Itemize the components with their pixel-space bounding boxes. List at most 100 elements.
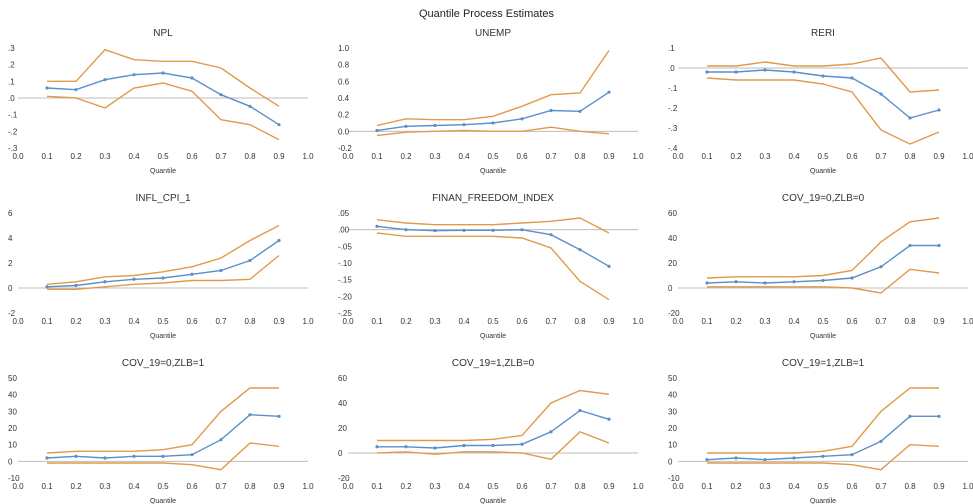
data-point	[549, 108, 553, 113]
x-tick-label: 0.2	[70, 317, 82, 326]
x-tick-label: 0.3	[759, 482, 771, 491]
x-axis-label: Quantile	[480, 168, 506, 175]
data-point	[821, 454, 825, 458]
x-tick-label: 0.0	[12, 152, 24, 161]
y-tick-label: 0	[668, 284, 673, 293]
x-axis-label: Quantile	[480, 498, 506, 504]
x-tick-label: 0.0	[672, 482, 684, 491]
x-tick-label: 0.3	[759, 152, 771, 161]
series-line-upper	[46, 387, 279, 454]
y-tick-label: 0.6	[338, 77, 350, 86]
data-point	[763, 281, 767, 285]
data-point	[879, 439, 883, 443]
x-tick-label: 0.8	[574, 482, 586, 491]
x-tick-label: 0.3	[429, 482, 441, 491]
data-point	[433, 123, 437, 128]
y-tick-label: -10	[668, 474, 680, 483]
x-tick-label: 0.2	[70, 152, 82, 161]
x-tick-label: 0.3	[429, 152, 441, 161]
x-axis-label: Quantile	[810, 333, 836, 340]
x-tick-label: 0.9	[933, 152, 945, 161]
data-point	[549, 430, 553, 434]
x-tick-label: 1.0	[302, 482, 314, 491]
x-tick-label: 0.1	[41, 152, 53, 161]
y-tick-label: -.10	[338, 259, 352, 268]
data-point	[219, 93, 223, 97]
series-line-upper	[377, 389, 610, 442]
series-line-upper	[707, 57, 940, 93]
y-tick-label: -.1	[668, 84, 678, 93]
series-line-lower	[47, 442, 280, 471]
x-tick-label: 0.4	[788, 482, 800, 491]
y-tick-label: 0	[8, 457, 13, 466]
y-tick-label: 20	[8, 424, 17, 433]
y-tick-label: 1.0	[338, 44, 350, 53]
data-point	[219, 268, 223, 273]
chart-panel: COV_19=1,ZLB=1 50 40 30 20 10 0 -100.0 0.1 0.2 0.3…	[668, 358, 973, 504]
y-tick-label: 40	[338, 399, 347, 408]
y-tick-label: 10	[668, 441, 677, 450]
x-tick-label: 0.9	[603, 317, 615, 326]
x-tick-label: 0.6	[846, 482, 858, 491]
series-line-lower	[707, 268, 940, 294]
x-tick-label: 0.1	[371, 482, 383, 491]
data-point	[607, 417, 611, 421]
chart-title: COV_19=1,ZLB=1	[782, 358, 865, 369]
data-point	[850, 76, 854, 80]
data-point	[578, 408, 582, 413]
x-tick-label: 0.7	[875, 152, 887, 161]
data-point	[908, 414, 912, 418]
chart-title: COV_19=0,ZLB=0	[782, 193, 865, 204]
data-point	[132, 277, 136, 281]
data-point	[908, 243, 912, 248]
y-tick-label: -.15	[338, 276, 352, 285]
series-line-lower	[47, 254, 280, 290]
x-tick-label: 0.0	[12, 482, 24, 491]
y-tick-label: -.2	[8, 127, 18, 136]
series-line-lower	[707, 443, 940, 471]
data-point	[462, 443, 466, 448]
x-tick-label: 0.9	[603, 152, 615, 161]
y-tick-label: 30	[8, 407, 17, 416]
series-line-upper	[376, 50, 610, 127]
x-tick-label: 0.6	[516, 152, 528, 161]
data-point	[792, 280, 796, 284]
x-tick-label: 0.0	[342, 317, 354, 326]
x-tick-label: 0.1	[701, 152, 713, 161]
y-tick-label: 40	[668, 391, 677, 400]
data-point	[161, 71, 165, 75]
x-tick-label: 0.4	[788, 152, 800, 161]
x-tick-label: 0.1	[701, 482, 713, 491]
data-point	[248, 104, 252, 108]
chart-title: UNEMP	[475, 28, 511, 39]
series-line-upper	[706, 217, 940, 279]
series-line-estimate	[376, 91, 610, 132]
data-point	[404, 124, 408, 128]
data-point	[103, 456, 107, 460]
x-axis-label: Quantile	[480, 333, 506, 340]
y-tick-label: 30	[668, 407, 677, 416]
chart-panel: COV_19=1,ZLB=0 60 40 20 0 -200.0 0.1 0.2 0.3 0.4 0…	[338, 358, 644, 504]
chart-panel: COV_19=0,ZLB=0 60 40 20 0 -200.0 0.1 0.2 0.3 0.4 0…	[668, 193, 973, 340]
x-tick-label: 0.0	[12, 317, 24, 326]
data-point	[879, 265, 883, 269]
y-tick-label: -.4	[668, 144, 678, 153]
x-tick-label: 0.2	[400, 482, 412, 491]
x-tick-label: 0.7	[875, 317, 887, 326]
x-tick-label: 0.7	[875, 482, 887, 491]
x-tick-label: 0.0	[342, 152, 354, 161]
series-line-upper	[707, 387, 939, 454]
y-tick-label: .3	[8, 44, 15, 53]
data-point	[74, 454, 78, 458]
series-line-estimate	[376, 225, 610, 267]
data-point	[161, 276, 165, 280]
data-point	[850, 453, 854, 457]
data-point	[879, 92, 883, 96]
series-line-upper	[46, 224, 280, 285]
data-point	[607, 264, 611, 268]
data-point	[45, 456, 49, 460]
series-line-lower	[376, 430, 610, 461]
data-point	[132, 454, 136, 458]
